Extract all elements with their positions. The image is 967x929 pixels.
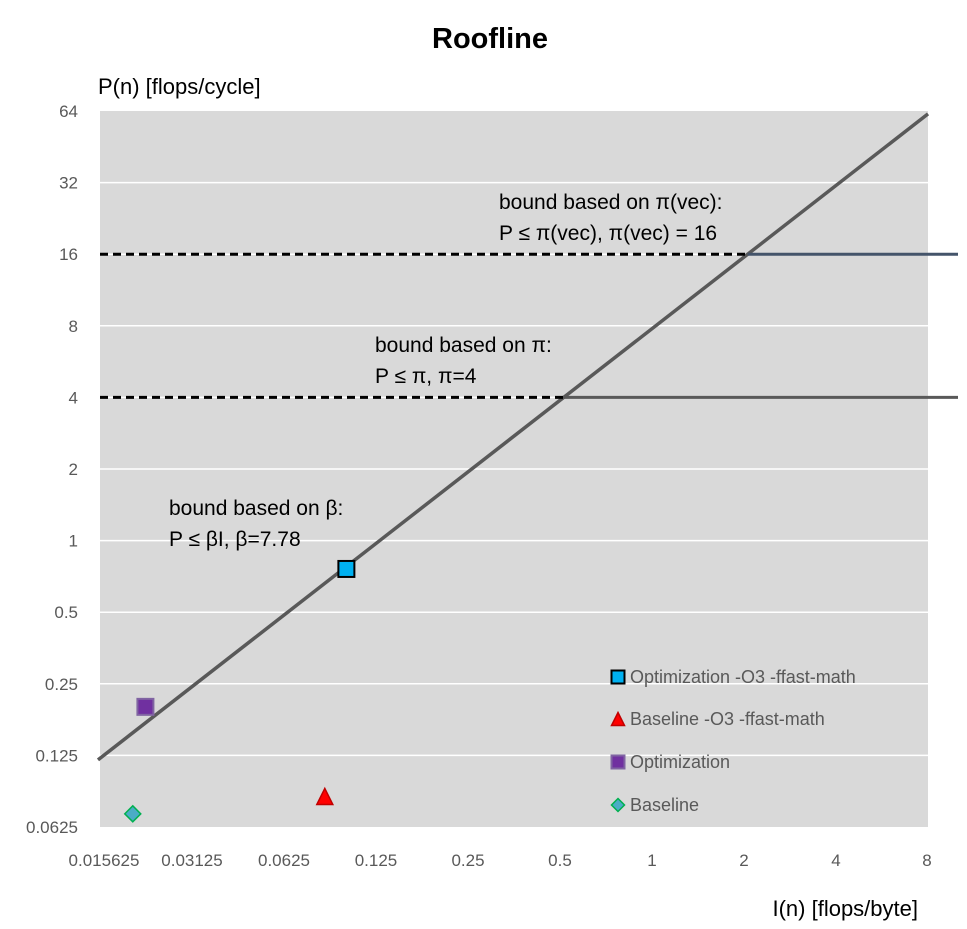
- x-tick-label: 8: [922, 851, 931, 870]
- roofline-bounds: [96, 112, 958, 762]
- x-tick-label: 0.25: [451, 851, 484, 870]
- data-points: [123, 559, 356, 823]
- x-tick-label: 0.125: [355, 851, 398, 870]
- y-tick-label: 0.25: [45, 675, 78, 694]
- y-tick-labels: 0.0625 0.125 0.25 0.5 1 2 4 8 16 32 64: [26, 102, 78, 837]
- legend-label: Baseline: [630, 795, 699, 815]
- x-tick-label: 2: [739, 851, 748, 870]
- y-tick-label: 0.5: [54, 603, 78, 622]
- bound-annotations: bound based on π(vec): P ≤ π(vec), π(vec)…: [169, 191, 722, 551]
- bound-annotation-line: P ≤ π(vec), π(vec) = 16: [499, 222, 717, 245]
- x-tick-label: 0.015625: [69, 851, 140, 870]
- legend-label: Optimization: [630, 752, 730, 772]
- data-point-square: [337, 559, 356, 578]
- x-tick-label: 4: [831, 851, 840, 870]
- legend-label: Optimization -O3 -ffast-math: [630, 667, 856, 687]
- data-point-diamond: [123, 804, 142, 823]
- x-tick-label: 0.03125: [161, 851, 222, 870]
- bound-annotation-line: bound based on β:: [169, 497, 343, 520]
- y-axis-title: P(n) [flops/cycle]: [98, 74, 261, 99]
- legend-marker-diamond: [610, 797, 626, 813]
- y-tick-label: 0.125: [35, 746, 78, 765]
- bound-annotation-line: bound based on π(vec):: [499, 191, 722, 214]
- bound-annotation-line: P ≤ π, π=4: [375, 365, 477, 388]
- x-axis-title: I(n) [flops/byte]: [772, 896, 918, 921]
- x-tick-label: 0.5: [548, 851, 572, 870]
- y-tick-label: 8: [69, 317, 78, 336]
- legend-marker-square: [610, 754, 626, 770]
- memory-bound-line: [96, 112, 930, 762]
- legend: Optimization -O3 -ffast-math Baseline -O3…: [610, 667, 856, 815]
- legend-marker-square: [610, 669, 626, 685]
- bound-annotation-line: P ≤ βI, β=7.78: [169, 528, 301, 551]
- chart-title: Roofline: [432, 23, 548, 55]
- y-tick-label: 32: [59, 174, 78, 193]
- y-tick-label: 0.0625: [26, 818, 78, 837]
- y-tick-label: 2: [69, 460, 78, 479]
- x-tick-labels: 0.015625 0.03125 0.0625 0.125 0.25 0.5 1 2 4 8: [69, 851, 932, 870]
- legend-label: Baseline -O3 -ffast-math: [630, 709, 825, 729]
- data-point-triangle: [315, 786, 335, 806]
- data-point-square: [136, 697, 155, 716]
- x-tick-label: 1: [647, 851, 656, 870]
- bound-annotation-line: bound based on π:: [375, 334, 552, 357]
- x-tick-label: 0.0625: [258, 851, 310, 870]
- y-tick-label: 4: [69, 388, 78, 407]
- y-tick-label: 1: [69, 532, 78, 551]
- y-tick-label: 64: [59, 102, 78, 121]
- legend-marker-triangle: [610, 710, 626, 727]
- y-tick-label: 16: [59, 245, 78, 264]
